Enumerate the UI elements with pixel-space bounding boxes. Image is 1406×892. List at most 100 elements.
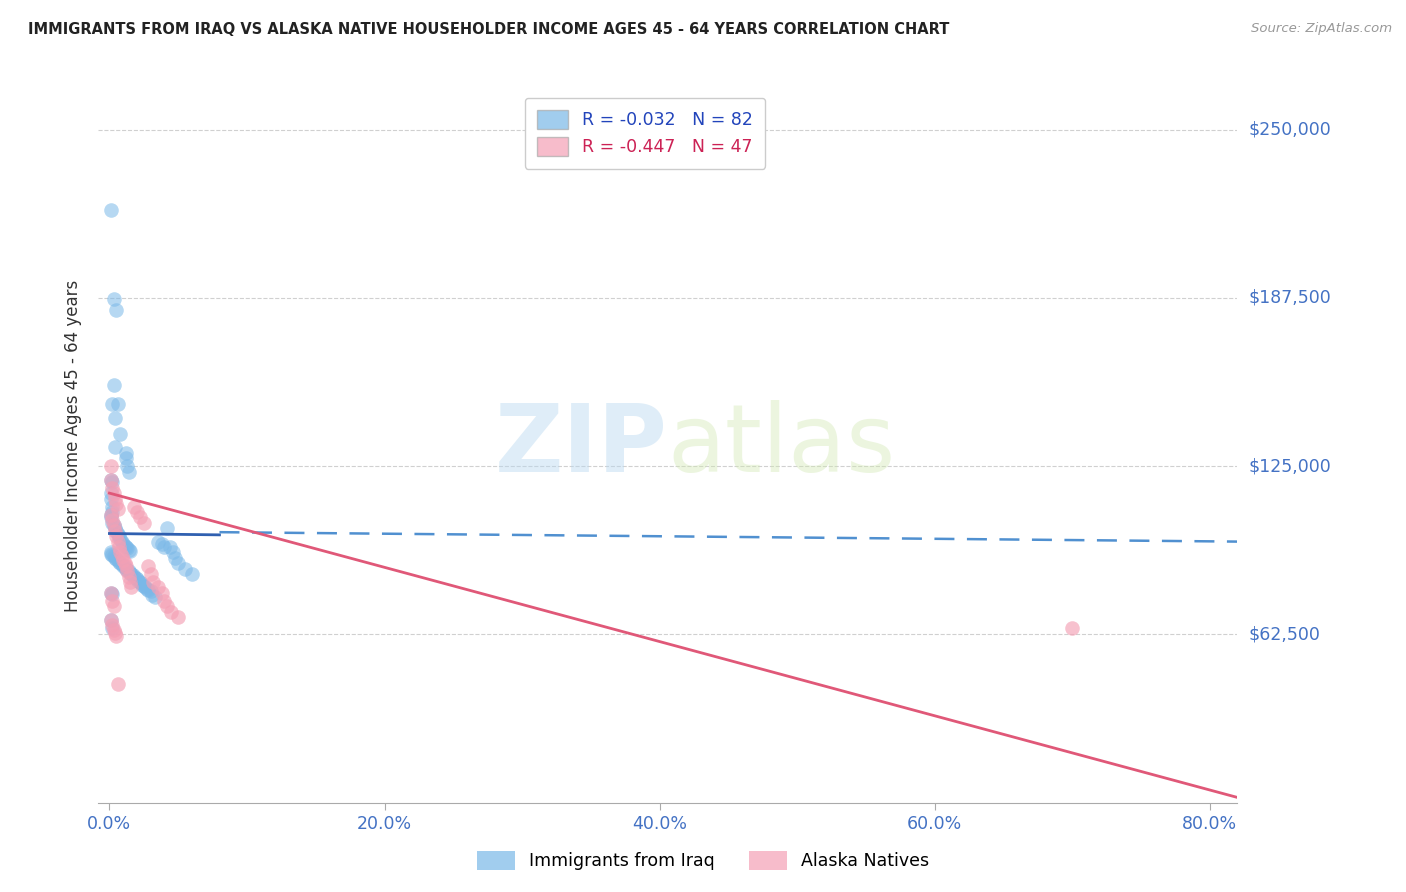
Point	[135, 582, 157, 596]
Point	[117, 564, 139, 578]
Point	[100, 586, 122, 600]
Point	[146, 580, 169, 594]
Point	[101, 500, 124, 514]
Point	[104, 521, 127, 535]
Point	[141, 589, 163, 603]
Point	[1062, 621, 1084, 635]
Text: IMMIGRANTS FROM IRAQ VS ALASKA NATIVE HOUSEHOLDER INCOME AGES 45 - 64 YEARS CORR: IMMIGRANTS FROM IRAQ VS ALASKA NATIVE HO…	[28, 22, 949, 37]
Point	[107, 502, 129, 516]
Point	[120, 574, 141, 589]
Point	[107, 397, 129, 411]
Point	[156, 521, 179, 535]
Point	[134, 580, 156, 594]
Point	[101, 513, 124, 527]
Point	[105, 524, 128, 538]
Point	[100, 473, 122, 487]
Point	[103, 518, 125, 533]
Point	[103, 292, 125, 306]
Point	[136, 583, 159, 598]
Point	[112, 558, 135, 573]
Text: $187,500: $187,500	[1249, 289, 1331, 307]
Point	[114, 560, 136, 574]
Point	[114, 556, 136, 570]
Point	[103, 624, 125, 638]
Point	[129, 576, 152, 591]
Point	[120, 566, 142, 581]
Point	[110, 556, 132, 570]
Point	[101, 505, 124, 519]
Point	[100, 545, 122, 559]
Point	[100, 613, 122, 627]
Point	[132, 516, 155, 530]
Point	[101, 618, 124, 632]
Point	[122, 500, 145, 514]
Point	[100, 491, 122, 506]
Point	[117, 563, 139, 577]
Point	[120, 566, 141, 580]
Point	[120, 544, 141, 558]
Point	[100, 459, 122, 474]
Point	[139, 566, 162, 581]
Point	[108, 529, 131, 543]
Point	[100, 473, 122, 487]
Point	[103, 518, 125, 533]
Point	[115, 446, 138, 460]
Point	[100, 613, 122, 627]
Point	[100, 508, 122, 522]
Point	[146, 534, 169, 549]
Text: $250,000: $250,000	[1249, 120, 1331, 138]
Point	[105, 552, 128, 566]
Point	[117, 541, 139, 556]
Point	[115, 561, 138, 575]
Legend: Immigrants from Iraq, Alaska Natives: Immigrants from Iraq, Alaska Natives	[468, 842, 938, 879]
Legend: R = -0.032   N = 82, R = -0.447   N = 47: R = -0.032 N = 82, R = -0.447 N = 47	[524, 98, 765, 169]
Point	[103, 486, 125, 500]
Point	[153, 540, 176, 554]
Point	[143, 590, 166, 604]
Point	[101, 621, 124, 635]
Point	[101, 516, 124, 530]
Point	[105, 303, 128, 318]
Point	[111, 534, 134, 549]
Point	[124, 571, 146, 585]
Point	[167, 610, 190, 624]
Point	[118, 569, 141, 583]
Point	[153, 594, 176, 608]
Point	[101, 475, 124, 490]
Point	[104, 550, 127, 565]
Point	[104, 441, 127, 455]
Point	[150, 586, 173, 600]
Point	[162, 545, 184, 559]
Point	[103, 378, 125, 392]
Point	[101, 397, 124, 411]
Point	[105, 497, 128, 511]
Point	[159, 540, 181, 554]
Point	[100, 486, 122, 500]
Point	[120, 580, 142, 594]
Point	[110, 426, 132, 441]
Point	[125, 505, 148, 519]
Point	[121, 568, 143, 582]
Point	[111, 549, 134, 564]
Point	[100, 547, 122, 561]
Point	[110, 545, 132, 559]
Point	[107, 526, 129, 541]
Point	[117, 459, 139, 474]
Point	[108, 555, 131, 569]
Point	[111, 558, 134, 572]
Point	[156, 599, 179, 614]
Point	[100, 508, 122, 522]
Point	[101, 548, 124, 562]
Point	[108, 540, 131, 554]
Point	[104, 410, 127, 425]
Point	[112, 553, 135, 567]
Point	[114, 539, 136, 553]
Point	[181, 566, 204, 581]
Point	[103, 599, 125, 614]
Y-axis label: Householder Income Ages 45 - 64 years: Householder Income Ages 45 - 64 years	[65, 280, 83, 612]
Text: $125,000: $125,000	[1249, 458, 1331, 475]
Point	[131, 577, 153, 591]
Point	[101, 594, 124, 608]
Point	[128, 574, 150, 589]
Point	[115, 558, 138, 573]
